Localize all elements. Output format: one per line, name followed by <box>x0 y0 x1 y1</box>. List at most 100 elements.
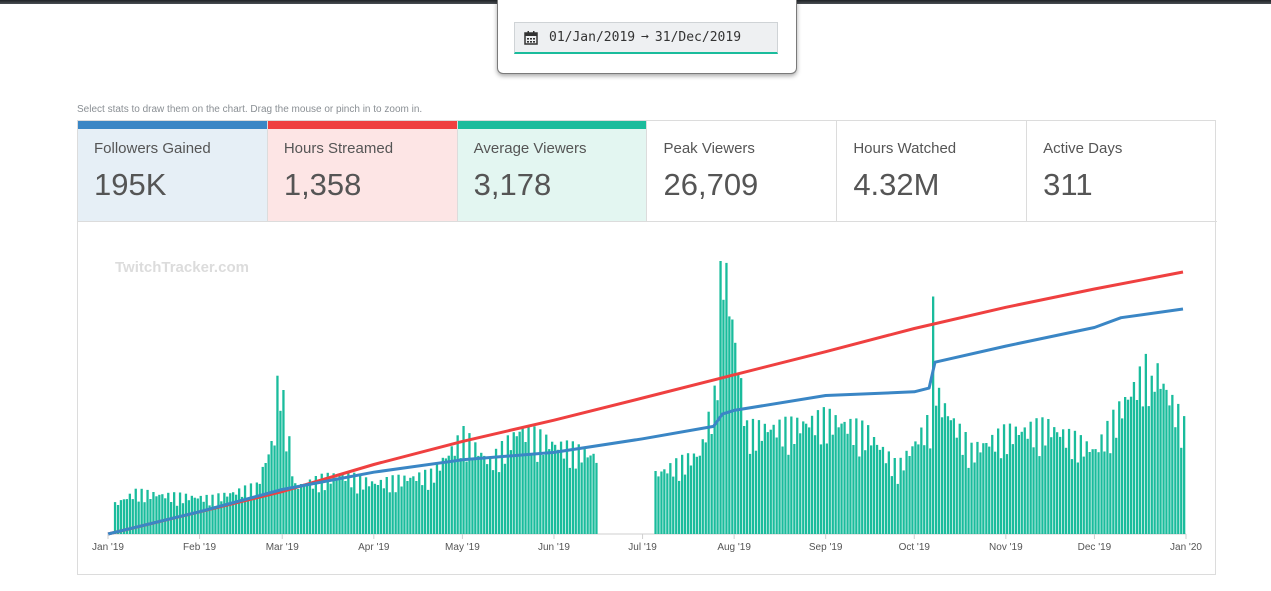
viewer-bar <box>571 441 574 534</box>
viewer-bar <box>763 423 766 534</box>
viewer-bar <box>243 485 247 534</box>
viewer-bar <box>1023 427 1026 534</box>
viewer-bar <box>1020 431 1023 534</box>
viewer-bar <box>920 427 923 534</box>
viewer-bar <box>1106 420 1109 534</box>
viewer-bar <box>580 462 583 534</box>
viewer-bar <box>932 296 935 534</box>
viewer-bar <box>232 492 235 534</box>
viewer-bar <box>462 426 465 534</box>
viewer-bar <box>586 457 589 534</box>
viewer-bar <box>819 444 823 534</box>
viewer-bar <box>805 423 808 534</box>
viewer-bar <box>1094 449 1097 534</box>
viewer-bar <box>320 473 323 534</box>
stat-tile-peak-viewers[interactable]: Peak Viewers 26,709 <box>647 121 838 222</box>
viewer-bar <box>846 433 849 534</box>
viewer-bar <box>397 474 400 534</box>
viewer-bar <box>964 432 967 534</box>
viewer-bar <box>122 499 126 534</box>
viewer-bar <box>1085 441 1088 534</box>
viewer-bar <box>734 342 737 534</box>
viewer-bar <box>976 441 979 534</box>
viewer-bar <box>465 461 468 534</box>
stats-chart[interactable]: TwitchTracker.com Jan '19 Feb '19 Mar '19 A… <box>78 223 1215 575</box>
viewer-bar <box>1032 447 1035 534</box>
stat-tile-hours-watched[interactable]: Hours Watched 4.32M <box>837 121 1028 222</box>
x-tick-label: Oct '19 <box>899 542 931 553</box>
viewer-bar <box>887 451 890 534</box>
stat-label: Hours Watched <box>853 140 957 157</box>
viewer-bar <box>875 444 879 534</box>
viewer-bar <box>273 445 276 534</box>
viewer-bar <box>905 450 908 534</box>
viewer-bar <box>577 444 580 534</box>
viewer-bar <box>1002 424 1006 534</box>
viewer-bar <box>235 494 238 534</box>
stat-tile-average-viewers[interactable]: Average Viewers 3,178 <box>457 121 648 222</box>
viewer-bar <box>1165 389 1168 534</box>
date-range-picker[interactable]: 01/Jan/2019 ➞ 31/Dec/2019 <box>514 22 778 54</box>
viewer-bar <box>813 435 817 534</box>
viewer-bar <box>1183 416 1186 534</box>
viewer-bar <box>427 489 430 534</box>
viewer-bar <box>1109 453 1112 534</box>
viewer-bar <box>698 455 701 534</box>
viewer-bar <box>400 486 403 534</box>
viewer-bar <box>276 375 279 534</box>
stat-accent-bar <box>647 121 836 129</box>
viewer-bar <box>370 481 374 534</box>
viewer-bar <box>175 505 179 534</box>
viewer-bar <box>745 420 749 534</box>
viewer-bar <box>202 501 205 534</box>
viewer-bar <box>958 423 961 534</box>
viewer-bar <box>1103 451 1106 534</box>
stat-tile-followers-gained[interactable]: Followers Gained 195K <box>78 121 268 222</box>
viewer-bar <box>1124 397 1127 534</box>
viewer-bar <box>435 462 439 534</box>
viewer-bar <box>1056 432 1059 534</box>
viewer-bar <box>695 456 698 534</box>
viewer-bar <box>751 418 755 534</box>
viewer-bar <box>946 416 950 534</box>
viewer-bar <box>1014 426 1017 534</box>
viewer-bar <box>1017 435 1020 534</box>
viewer-bar <box>264 463 267 534</box>
viewer-bar <box>1073 430 1077 534</box>
stat-tile-active-days[interactable]: Active Days 311 <box>1027 121 1217 222</box>
viewer-bar <box>766 432 769 534</box>
viewer-bar <box>353 472 356 534</box>
viewer-bar <box>471 457 474 534</box>
stat-tiles: Followers Gained 195K Hours Streamed 1,3… <box>78 121 1217 223</box>
viewer-bar <box>778 419 781 534</box>
viewer-bar <box>970 442 973 534</box>
viewer-bar <box>249 483 253 534</box>
viewer-bar <box>858 456 861 534</box>
viewer-bar <box>991 434 994 534</box>
viewer-bar <box>1047 419 1050 534</box>
viewer-bar <box>1076 462 1079 534</box>
stat-tile-hours-streamed[interactable]: Hours Streamed 1,358 <box>267 121 458 222</box>
viewer-bar <box>1070 459 1074 534</box>
viewer-bar <box>935 405 938 534</box>
viewer-bar <box>181 503 185 534</box>
viewer-bar <box>199 495 202 534</box>
viewer-bar <box>226 496 229 534</box>
stats-chart-panel: Followers Gained 195K Hours Streamed 1,3… <box>77 120 1217 575</box>
viewer-bar <box>728 316 731 534</box>
chart-area[interactable]: TwitchTracker.com Jan '19 Feb '19 Mar '19 A… <box>78 223 1215 575</box>
stat-accent-bar <box>457 121 647 129</box>
viewer-bar <box>985 443 988 534</box>
viewer-bar <box>562 458 566 534</box>
viewer-bar <box>506 435 509 534</box>
viewer-bar <box>326 472 329 534</box>
viewer-bar <box>716 400 719 534</box>
viewer-bar <box>754 450 758 534</box>
viewer-bar <box>822 407 825 534</box>
viewer-bar <box>1044 445 1047 534</box>
viewer-bar <box>1147 406 1150 534</box>
viewer-bar <box>1177 403 1180 534</box>
viewer-bar <box>748 453 752 534</box>
stat-label: Followers Gained <box>94 140 211 157</box>
viewer-bar <box>270 441 273 534</box>
